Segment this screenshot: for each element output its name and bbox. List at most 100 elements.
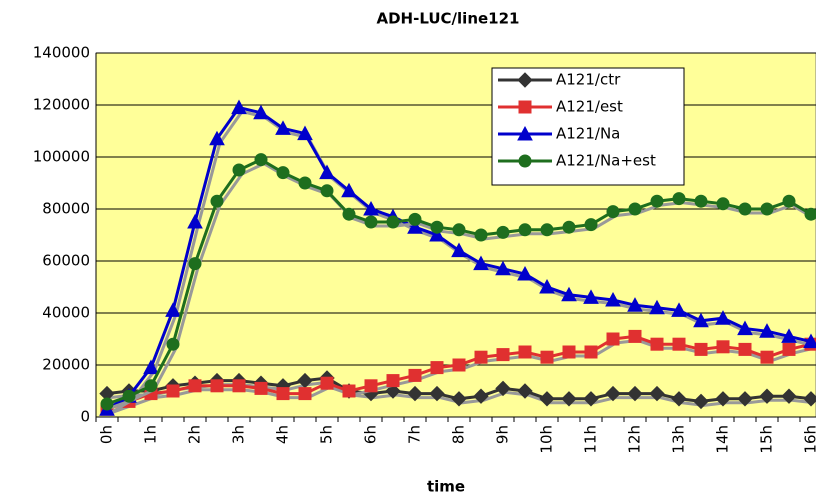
marker — [782, 194, 796, 208]
marker — [122, 389, 136, 403]
y-tick-label: 60000 — [42, 252, 90, 270]
marker — [583, 391, 599, 407]
marker — [187, 213, 203, 229]
y-tick-label: 120000 — [33, 96, 90, 114]
marker — [782, 342, 796, 356]
marker — [518, 345, 532, 359]
marker — [298, 176, 312, 190]
marker — [430, 220, 444, 234]
marker — [276, 387, 290, 401]
x-tick-label: 2h — [186, 425, 204, 444]
x-tick-label: 4h — [274, 425, 292, 444]
series — [100, 153, 816, 411]
marker — [451, 391, 467, 407]
marker — [737, 391, 753, 407]
marker — [452, 358, 466, 372]
marker — [518, 100, 532, 114]
marker — [781, 388, 797, 404]
marker — [495, 380, 511, 397]
marker — [407, 385, 423, 402]
marker — [429, 385, 445, 402]
marker — [188, 257, 202, 271]
marker — [231, 99, 247, 115]
legend-label: A121/Na+est — [556, 152, 656, 170]
marker — [210, 194, 224, 208]
marker — [232, 163, 246, 177]
marker — [430, 361, 444, 375]
marker — [628, 329, 642, 343]
marker — [738, 202, 752, 216]
x-tick-label: 10h — [538, 425, 556, 454]
marker — [671, 391, 687, 407]
marker — [650, 337, 664, 351]
x-tick-label: 16h — [802, 425, 816, 454]
marker — [693, 393, 709, 410]
x-tick-label: 3h — [230, 425, 248, 444]
y-tick-label: 80000 — [42, 200, 90, 218]
marker — [364, 379, 378, 393]
marker — [407, 219, 423, 234]
y-tick-label: 20000 — [42, 356, 90, 374]
marker — [539, 278, 555, 294]
x-tick-label: 13h — [670, 425, 688, 454]
marker — [606, 205, 620, 219]
marker — [495, 260, 511, 276]
marker — [803, 333, 816, 349]
marker — [232, 379, 246, 393]
marker — [650, 194, 664, 208]
marker — [320, 376, 334, 390]
marker — [561, 286, 577, 302]
marker — [781, 328, 797, 343]
marker — [298, 387, 312, 401]
marker — [342, 207, 356, 221]
marker — [517, 383, 533, 399]
marker — [672, 337, 686, 351]
y-tick-label: 100000 — [33, 148, 90, 166]
marker — [759, 388, 775, 404]
marker — [473, 388, 489, 404]
y-tick-label: 40000 — [42, 304, 90, 322]
marker — [561, 391, 577, 407]
x-tick-label: 12h — [626, 425, 644, 454]
marker — [254, 153, 268, 167]
x-tick-label: 9h — [494, 425, 512, 444]
marker — [144, 379, 158, 393]
marker — [540, 350, 554, 364]
marker — [693, 312, 709, 328]
legend-label: A121/est — [556, 98, 623, 116]
marker — [649, 385, 665, 402]
marker — [166, 384, 180, 398]
marker — [254, 381, 268, 395]
marker — [342, 384, 356, 398]
marker — [276, 166, 290, 180]
legend-label: A121/Na — [556, 125, 620, 143]
marker — [584, 345, 598, 359]
marker — [606, 332, 620, 346]
marker — [165, 302, 181, 317]
marker — [210, 379, 224, 393]
x-tick-label: 6h — [362, 425, 380, 444]
marker — [518, 154, 532, 168]
marker — [737, 320, 753, 336]
marker — [496, 348, 510, 362]
marker — [517, 265, 533, 281]
legend: A121/ctr A121/est A121/Na A121/Na+est — [491, 67, 685, 186]
marker — [341, 182, 357, 198]
marker — [473, 255, 489, 271]
marker — [715, 310, 731, 325]
marker — [627, 297, 643, 312]
marker — [584, 218, 598, 232]
marker — [562, 220, 576, 234]
marker — [297, 125, 313, 141]
marker — [320, 184, 334, 198]
marker — [364, 215, 378, 229]
marker — [539, 391, 555, 407]
marker — [672, 192, 686, 206]
marker — [100, 397, 114, 411]
marker — [408, 212, 422, 226]
marker — [408, 368, 422, 382]
marker — [694, 194, 708, 208]
marker — [517, 72, 533, 88]
x-tick-label: 0h — [98, 425, 116, 444]
